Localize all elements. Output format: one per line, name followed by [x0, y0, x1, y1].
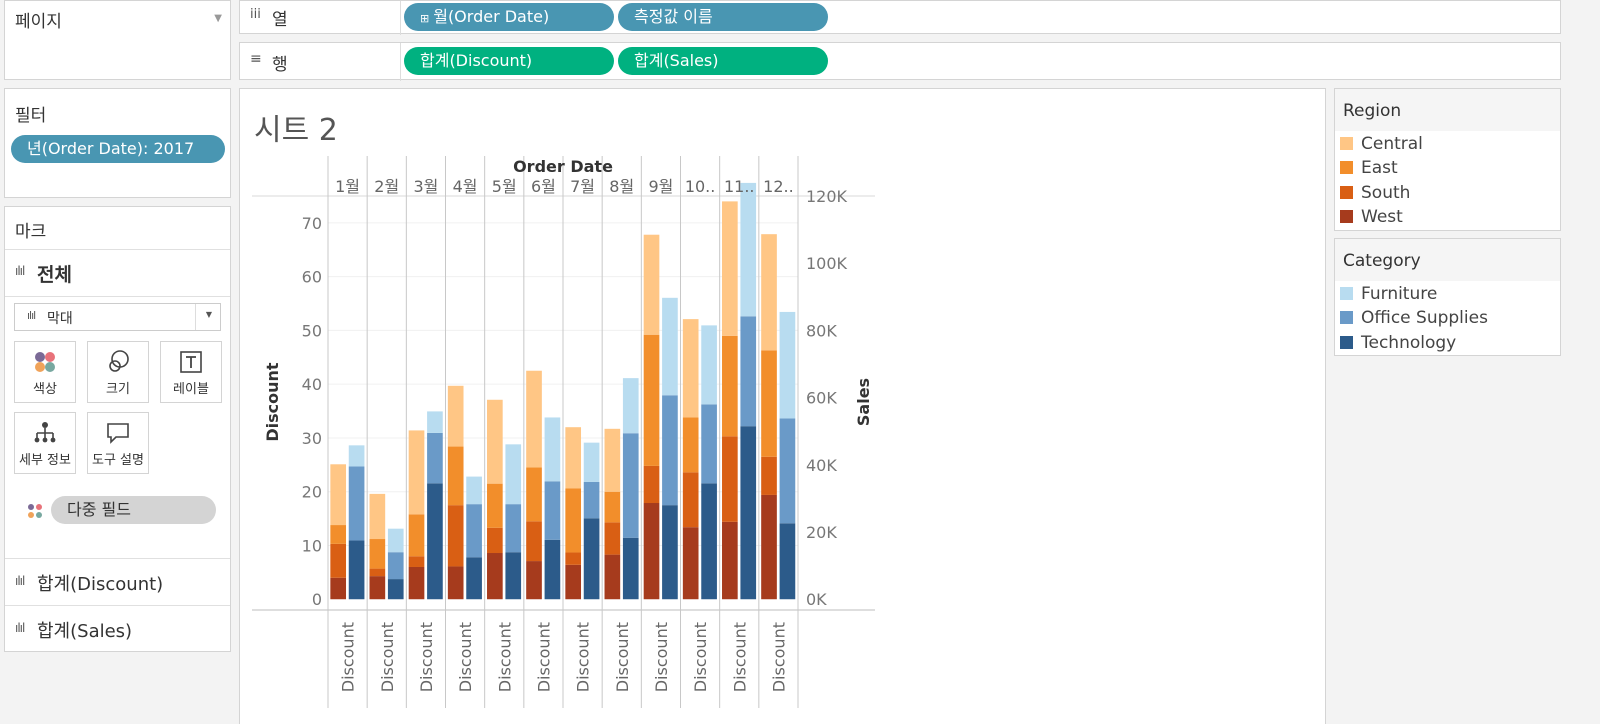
marks-all-tab[interactable]: ılıl 전체: [5, 249, 230, 297]
category-legend-title: Category: [1343, 251, 1421, 271]
column-pill-measure-names[interactable]: 측정값 이름: [618, 3, 828, 31]
label-card-button[interactable]: 레이블: [160, 341, 222, 403]
size-card-button[interactable]: 크기: [87, 341, 149, 403]
pill-label: 합계(Discount): [420, 51, 533, 70]
tooltip-card-button[interactable]: 도구 설명: [87, 412, 149, 474]
mark-type-label: 막대: [47, 311, 73, 327]
shelf-divider: [400, 1, 401, 35]
marks-panel: 마크 ılıl 전체 ılıl 막대 ▼ 색상 크기 레이블 세부 정보 도구 …: [4, 206, 231, 652]
legend-label: South: [1361, 183, 1411, 203]
legend-swatch: [1340, 336, 1353, 349]
bar-chart-icon: ılıl: [15, 574, 25, 588]
legend-item-furniture[interactable]: Furniture: [1340, 282, 1437, 306]
multi-field-pill[interactable]: 다중 필드: [51, 496, 216, 524]
region-legend-header: Region: [1335, 89, 1560, 131]
color-icon: [35, 352, 55, 372]
shelf-divider: [400, 43, 401, 81]
pill-label: 월(Order Date): [433, 7, 550, 26]
legend-label: East: [1361, 158, 1398, 178]
rows-shelf-label: 행: [272, 55, 288, 75]
row-pill-sum-discount[interactable]: 합계(Discount): [404, 47, 614, 75]
pill-label: 다중 필드: [67, 500, 131, 519]
legend-item-south[interactable]: South: [1340, 181, 1410, 205]
filter-pill-year[interactable]: 년(Order Date): 2017: [11, 135, 225, 163]
column-pill-month-order-date[interactable]: ⊞ 월(Order Date): [404, 3, 614, 31]
legend-swatch: [1340, 161, 1353, 174]
bar-chart-icon: ılıl: [15, 264, 25, 278]
filters-panel-title: 필터: [15, 106, 47, 126]
legend-label: Central: [1361, 134, 1423, 154]
legend-item-central[interactable]: Central: [1340, 132, 1423, 156]
pages-panel-title: 페이지: [15, 12, 62, 32]
sheet-title: 시트 2: [254, 113, 338, 148]
bar-chart-icon: ılıl: [15, 621, 25, 635]
detail-hierarchy-icon: [34, 422, 56, 443]
legend-label: West: [1361, 207, 1403, 227]
dropdown-divider: [195, 304, 196, 330]
legend-item-east[interactable]: East: [1340, 156, 1398, 180]
marks-sum-sales-tab[interactable]: ılıl 합계(Sales): [5, 605, 230, 652]
legend-swatch: [1340, 210, 1353, 223]
bar-chart-icon: ılıl: [27, 309, 36, 322]
legend-swatch: [1340, 311, 1353, 324]
size-icon: [109, 350, 129, 372]
legend-label: Furniture: [1361, 284, 1438, 304]
tooltip-card-label: 도구 설명: [92, 453, 144, 468]
category-legend: Category Furniture Office Supplies Techn…: [1334, 238, 1561, 356]
detail-card-button[interactable]: 세부 정보: [14, 412, 76, 474]
legend-swatch: [1340, 186, 1353, 199]
category-legend-header: Category: [1335, 239, 1560, 281]
marks-discount-label: 합계(Discount): [37, 574, 164, 595]
marks-sales-label: 합계(Sales): [37, 621, 133, 642]
label-card-label: 레이블: [173, 382, 209, 397]
pill-label: 년(Order Date): 2017: [27, 139, 195, 158]
pill-label: 합계(Sales): [634, 51, 719, 70]
rows-shelf: ≡ 행 합계(Discount) 합계(Sales): [239, 42, 1561, 81]
legend-swatch: [1340, 287, 1353, 300]
filters-panel: 필터 년(Order Date): 2017: [4, 88, 231, 198]
legend-item-office-supplies[interactable]: Office Supplies: [1340, 306, 1488, 330]
mark-type-dropdown[interactable]: ılıl 막대 ▼: [14, 303, 221, 331]
expand-icon[interactable]: ⊞: [420, 12, 430, 25]
pill-label: 측정값 이름: [634, 7, 713, 26]
columns-shelf: iii 열 ⊞ 월(Order Date) 측정값 이름: [239, 0, 1561, 35]
marks-panel-title: 마크: [15, 222, 47, 242]
region-legend-title: Region: [1343, 101, 1402, 121]
pages-panel: 페이지 ▼: [4, 0, 231, 80]
color-card-button[interactable]: 색상: [14, 341, 76, 403]
chevron-down-icon[interactable]: ▼: [214, 13, 222, 24]
marks-all-label: 전체: [37, 264, 72, 286]
columns-shelf-label: 열: [272, 10, 288, 30]
rows-icon: ≡: [250, 51, 262, 67]
legend-swatch: [1340, 137, 1353, 150]
region-legend: Region Central East South West: [1334, 88, 1561, 231]
color-dots-icon: [27, 503, 43, 523]
worksheet-view: 시트 2: [239, 88, 1326, 724]
legend-item-west[interactable]: West: [1340, 205, 1403, 229]
legend-label: Technology: [1361, 333, 1457, 353]
size-card-label: 크기: [106, 382, 130, 397]
text-label-icon: [180, 351, 202, 373]
legend-item-technology[interactable]: Technology: [1340, 331, 1456, 355]
tooltip-speech-icon: [107, 423, 129, 444]
legend-label: Office Supplies: [1361, 308, 1488, 328]
color-card-label: 색상: [33, 382, 57, 397]
columns-icon: iii: [250, 7, 261, 22]
row-pill-sum-sales[interactable]: 합계(Sales): [618, 47, 828, 75]
chevron-down-icon: ▼: [205, 310, 212, 319]
detail-card-label: 세부 정보: [19, 453, 71, 468]
marks-sum-discount-tab[interactable]: ılıl 합계(Discount): [5, 558, 230, 605]
